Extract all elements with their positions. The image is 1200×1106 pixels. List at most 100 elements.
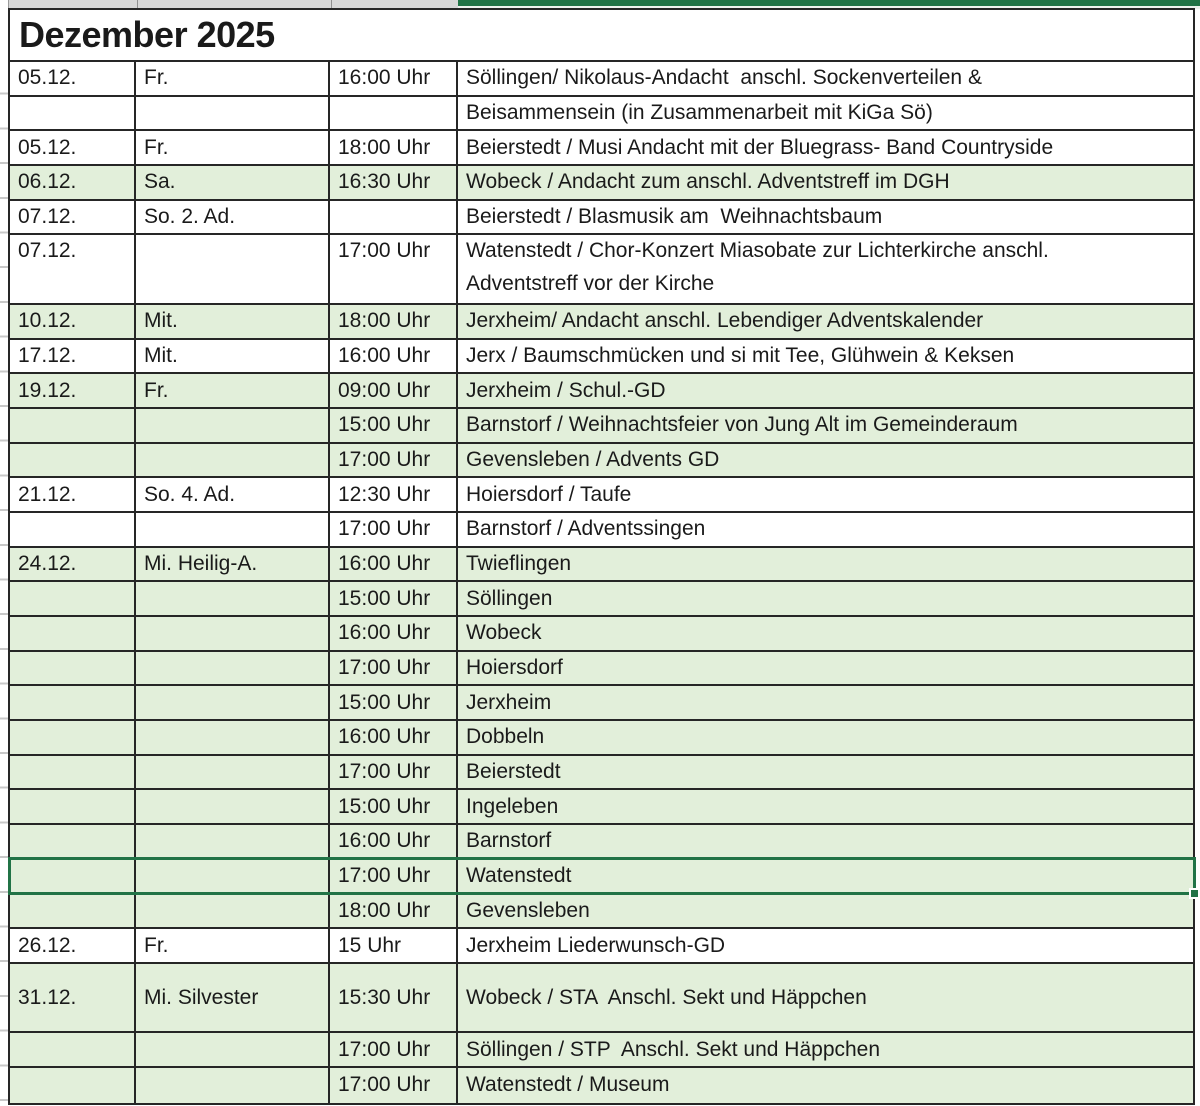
cell-date[interactable] xyxy=(10,96,136,130)
cell-event[interactable]: Watenstedt xyxy=(466,864,572,888)
cell-time[interactable]: 16:00 Uhr xyxy=(330,721,458,754)
cell-time[interactable]: 15:30 Uhr xyxy=(330,963,458,1032)
cell-time[interactable]: 09:00 Uhr xyxy=(330,374,458,407)
cell-time[interactable]: 16:00 Uhr xyxy=(330,617,458,650)
cell-event[interactable]: Gevensleben xyxy=(466,898,590,922)
cell-day[interactable]: Mi. Silvester xyxy=(136,963,330,1032)
cell-date[interactable]: 21.12. xyxy=(10,478,136,511)
month-title-cell[interactable]: Dezember 2025 xyxy=(10,10,1193,60)
cell-day[interactable] xyxy=(136,96,330,130)
cell-time[interactable]: 17:00 Uhr xyxy=(330,651,458,685)
cell-event[interactable]: Gevensleben / Advents GD xyxy=(466,447,720,471)
cell-time[interactable]: 17:00 Uhr xyxy=(330,859,458,893)
cell-time[interactable]: 16:00 Uhr xyxy=(330,547,458,581)
cell-event[interactable]: Barnstorf / Weihnachtsfeier von Jung Alt… xyxy=(466,413,1018,437)
cell-event[interactable]: Twieflingen xyxy=(466,551,572,575)
cell-day[interactable] xyxy=(136,651,330,685)
cell-date[interactable]: 31.12. xyxy=(10,963,136,1032)
cell-event[interactable]: Watenstedt / Chor-Konzert Miasobate zur … xyxy=(466,239,1049,296)
cell-day[interactable] xyxy=(136,790,330,824)
cell-day[interactable] xyxy=(136,686,330,720)
cell-day[interactable] xyxy=(136,408,330,442)
cell-date[interactable] xyxy=(10,721,136,754)
cell-day[interactable] xyxy=(136,1067,330,1103)
cell-time[interactable]: 15:00 Uhr xyxy=(330,408,458,442)
cell-date[interactable] xyxy=(10,617,136,650)
cell-time[interactable]: 16:00 Uhr xyxy=(330,62,458,95)
cell-date[interactable]: 19.12. xyxy=(10,374,136,407)
cell-time[interactable]: 17:00 Uhr xyxy=(330,443,458,477)
cell-time[interactable]: 17:00 Uhr xyxy=(330,512,458,546)
cell-date[interactable] xyxy=(10,894,136,928)
cell-event[interactable]: Barnstorf xyxy=(466,829,552,853)
cell-day[interactable]: Mit. xyxy=(136,339,330,373)
cell-time[interactable]: 16:00 Uhr xyxy=(330,339,458,373)
cell-date[interactable]: 17.12. xyxy=(10,339,136,373)
cell-date[interactable] xyxy=(10,825,136,858)
cell-date[interactable]: 24.12. xyxy=(10,547,136,581)
cell-time[interactable]: 16:00 Uhr xyxy=(330,825,458,858)
cell-day[interactable]: Sa. xyxy=(136,166,330,199)
cell-time[interactable]: 15:00 Uhr xyxy=(330,582,458,616)
cell-date[interactable] xyxy=(10,790,136,824)
cell-day[interactable] xyxy=(136,721,330,754)
cell-event[interactable]: Jerxheim xyxy=(466,690,552,714)
cell-date[interactable] xyxy=(10,755,136,789)
cell-day[interactable]: Fr. xyxy=(136,62,330,95)
cell-event[interactable]: Wobeck / STA Anschl. Sekt und Häppchen xyxy=(466,985,867,1009)
cell-date[interactable] xyxy=(10,1033,136,1066)
cell-day[interactable] xyxy=(136,235,330,303)
cell-day[interactable]: So. 4. Ad. xyxy=(136,478,330,511)
cell-event[interactable]: Jerx / Baumschmücken und si mit Tee, Glü… xyxy=(466,343,1015,367)
cell-day[interactable] xyxy=(136,755,330,789)
cell-day[interactable] xyxy=(136,859,330,893)
cell-time[interactable]: 12:30 Uhr xyxy=(330,478,458,511)
cell-date[interactable]: 06.12. xyxy=(10,166,136,199)
cell-day[interactable]: So. 2. Ad. xyxy=(136,200,330,234)
cell-event[interactable]: Beisammensein (in Zusammenarbeit mit KiG… xyxy=(466,101,933,125)
cell-date[interactable] xyxy=(10,408,136,442)
cell-date[interactable] xyxy=(10,1067,136,1103)
cell-date[interactable]: 10.12. xyxy=(10,304,136,338)
cell-date[interactable]: 07.12. xyxy=(10,235,136,303)
cell-time[interactable]: 17:00 Uhr xyxy=(330,1067,458,1103)
cell-time[interactable]: 15:00 Uhr xyxy=(330,686,458,720)
cell-day[interactable]: Fr. xyxy=(136,374,330,407)
cell-date[interactable] xyxy=(10,512,136,546)
cell-time[interactable]: 18:00 Uhr xyxy=(330,304,458,338)
cell-date[interactable]: 05.12. xyxy=(10,62,136,95)
cell-event[interactable]: Ingeleben xyxy=(466,794,559,818)
cell-event[interactable]: Wobeck / Andacht zum anschl. Adventstref… xyxy=(466,170,950,194)
cell-time[interactable]: 16:30 Uhr xyxy=(330,166,458,199)
cell-time[interactable]: 15 Uhr xyxy=(330,929,458,962)
cell-day[interactable] xyxy=(136,825,330,858)
cell-event[interactable]: Söllingen xyxy=(466,586,553,610)
cell-event[interactable]: Beierstedt / Blasmusik am Weihnachtsbaum xyxy=(466,205,883,229)
cell-day[interactable] xyxy=(136,512,330,546)
cell-day[interactable] xyxy=(136,617,330,650)
cell-event[interactable]: Beierstedt / Musi Andacht mit der Bluegr… xyxy=(466,135,1054,159)
cell-event[interactable]: Hoiersdorf xyxy=(466,656,563,680)
cell-day[interactable] xyxy=(136,894,330,928)
cell-date[interactable]: 05.12. xyxy=(10,131,136,165)
fill-handle[interactable] xyxy=(1189,887,1200,899)
cell-event[interactable]: Jerxheim Liederwunsch-GD xyxy=(466,933,726,957)
cell-event[interactable]: Watenstedt / Museum xyxy=(466,1073,670,1097)
cell-date[interactable] xyxy=(10,582,136,616)
cell-time[interactable]: 17:00 Uhr xyxy=(330,235,458,303)
cell-event[interactable]: Barnstorf / Adventssingen xyxy=(466,517,706,541)
cell-event[interactable]: Hoiersdorf / Taufe xyxy=(466,482,632,506)
cell-date[interactable] xyxy=(10,651,136,685)
cell-event[interactable]: Beierstedt xyxy=(466,760,561,784)
cell-day[interactable]: Fr. xyxy=(136,929,330,962)
cell-time[interactable]: 18:00 Uhr xyxy=(330,894,458,928)
cell-day[interactable]: Mit. xyxy=(136,304,330,338)
cell-event[interactable]: Jerxheim / Schul.-GD xyxy=(466,378,666,402)
cell-day[interactable] xyxy=(136,582,330,616)
cell-event[interactable]: Jerxheim/ Andacht anschl. Lebendiger Adv… xyxy=(466,309,984,333)
cell-time[interactable] xyxy=(330,96,458,130)
cell-time[interactable]: 17:00 Uhr xyxy=(330,755,458,789)
cell-time[interactable]: 18:00 Uhr xyxy=(330,131,458,165)
cell-day[interactable] xyxy=(136,1033,330,1066)
cell-date[interactable]: 26.12. xyxy=(10,929,136,962)
